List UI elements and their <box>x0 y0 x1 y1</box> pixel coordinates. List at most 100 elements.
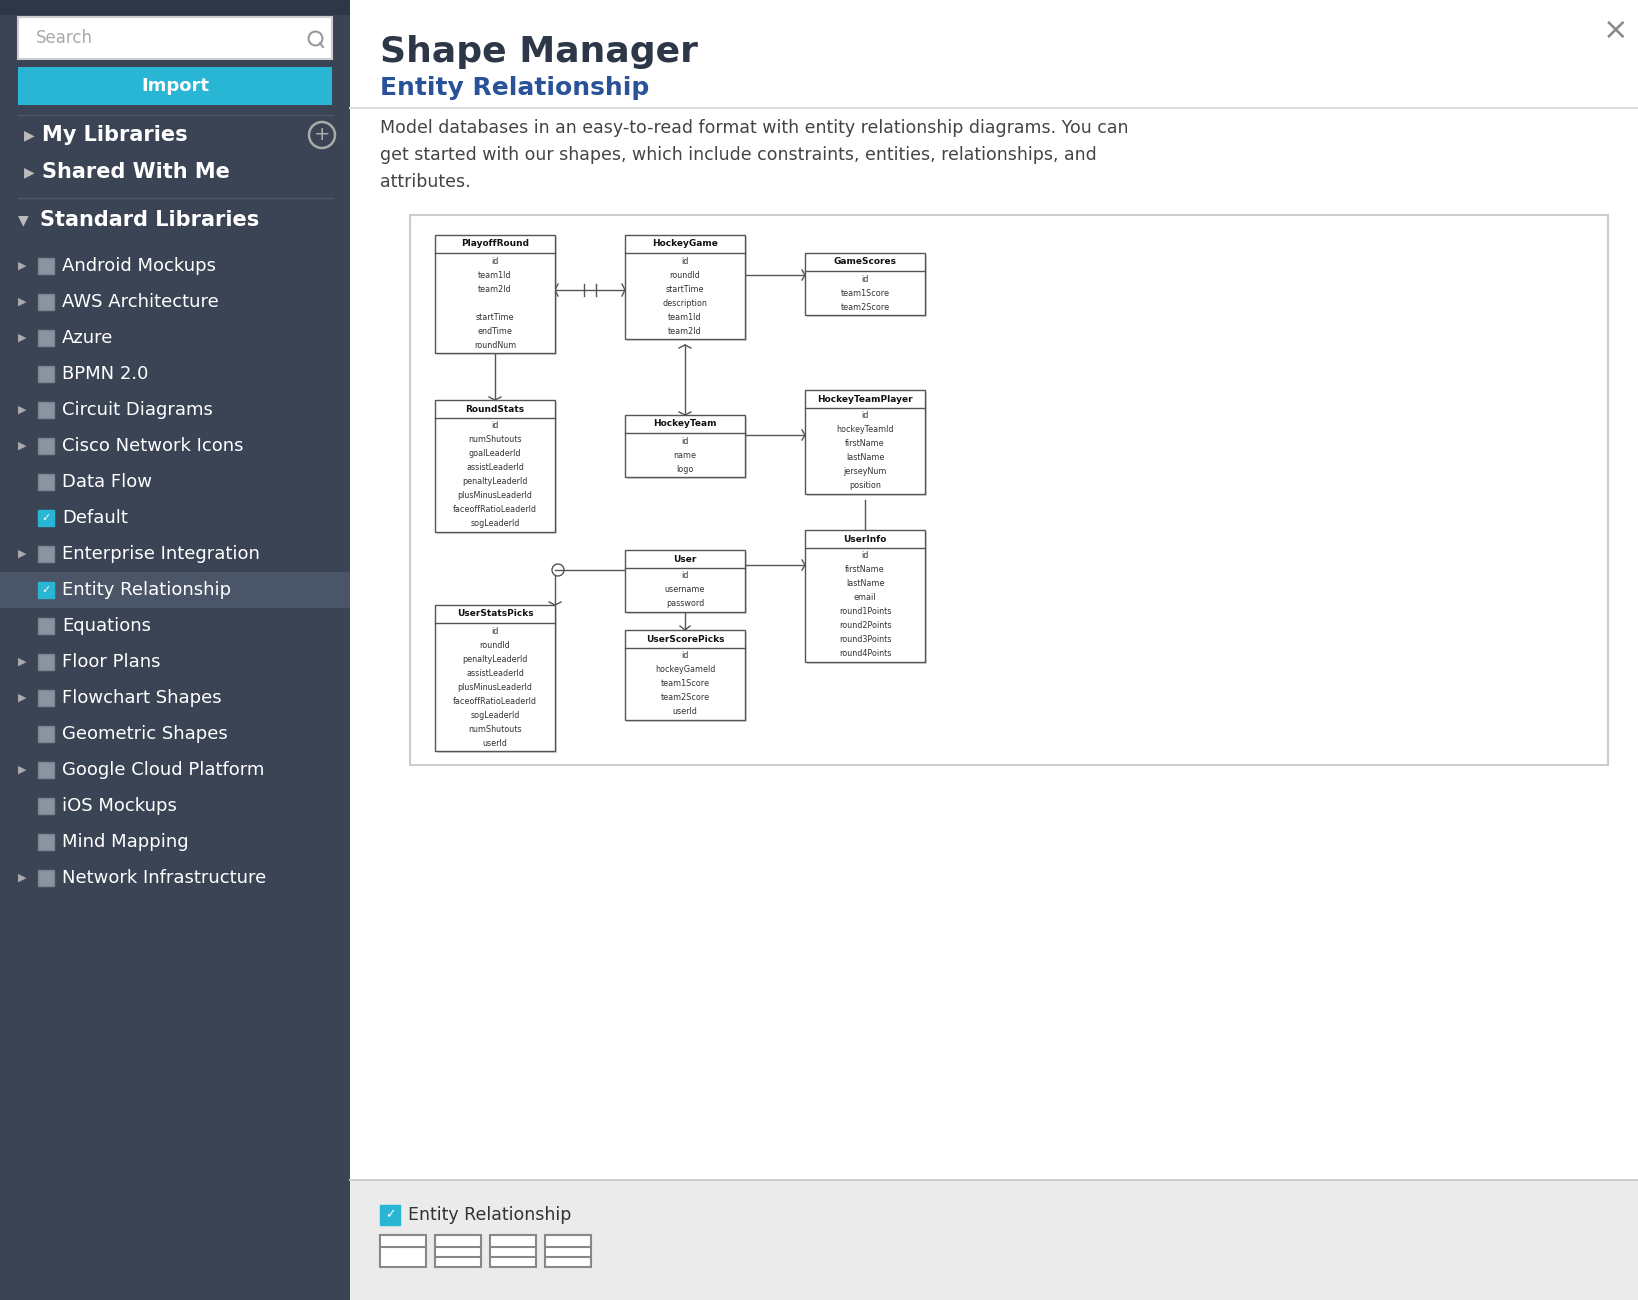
Bar <box>38 762 54 777</box>
Text: Shared With Me: Shared With Me <box>43 162 229 182</box>
Bar <box>627 632 747 722</box>
Text: ▶: ▶ <box>18 261 26 270</box>
Bar <box>437 237 557 355</box>
Bar <box>38 438 54 454</box>
Text: id: id <box>491 421 498 430</box>
Bar <box>38 294 54 309</box>
Bar <box>38 690 54 706</box>
Text: hockeyTeamId: hockeyTeamId <box>837 425 894 434</box>
Text: Equations: Equations <box>62 618 151 634</box>
Text: HockeyTeam: HockeyTeam <box>654 420 717 429</box>
Text: get started with our shapes, which include constraints, entities, relationships,: get started with our shapes, which inclu… <box>380 146 1097 164</box>
Text: ▶: ▶ <box>18 333 26 343</box>
Text: firstName: firstName <box>845 439 885 448</box>
Bar <box>38 798 54 814</box>
Text: ▼: ▼ <box>18 213 28 228</box>
Bar <box>38 870 54 887</box>
Text: jerseyNum: jerseyNum <box>844 468 886 477</box>
Text: roundId: roundId <box>480 641 511 650</box>
Text: password: password <box>667 599 704 608</box>
Text: lastName: lastName <box>845 454 885 463</box>
Text: id: id <box>862 412 868 420</box>
Text: Network Infrastructure: Network Infrastructure <box>62 868 267 887</box>
Text: lastName: lastName <box>845 580 885 589</box>
Bar <box>804 254 925 315</box>
Text: ▶: ▶ <box>25 127 34 142</box>
Text: round4Points: round4Points <box>839 650 891 659</box>
Text: position: position <box>848 481 881 490</box>
Bar <box>351 1180 1638 1300</box>
Bar <box>18 68 333 105</box>
Text: name: name <box>673 451 696 459</box>
Text: ▶: ▶ <box>18 296 26 307</box>
Text: User: User <box>673 555 696 563</box>
Text: penaltyLeaderId: penaltyLeaderId <box>462 654 527 663</box>
Text: startTime: startTime <box>665 285 704 294</box>
Text: team2Id: team2Id <box>478 285 511 294</box>
Text: id: id <box>681 256 688 265</box>
Text: endTime: endTime <box>478 326 513 335</box>
Text: id: id <box>491 256 498 265</box>
Bar <box>38 654 54 670</box>
Bar <box>626 415 745 477</box>
Text: description: description <box>662 299 708 308</box>
Text: +: + <box>314 126 331 144</box>
Bar <box>437 402 557 534</box>
Bar <box>38 582 54 598</box>
Bar <box>436 1235 482 1268</box>
Text: team2Score: team2Score <box>660 693 709 702</box>
Text: assistLeaderId: assistLeaderId <box>467 464 524 472</box>
Text: Entity Relationship: Entity Relationship <box>408 1206 572 1225</box>
Bar <box>38 835 54 850</box>
Text: ▶: ▶ <box>18 693 26 703</box>
Bar <box>38 257 54 274</box>
Bar <box>626 550 745 612</box>
Text: PlayoffRound: PlayoffRound <box>460 239 529 248</box>
Text: Azure: Azure <box>62 329 113 347</box>
Bar <box>437 607 557 753</box>
Text: id: id <box>681 651 688 660</box>
Text: Google Cloud Platform: Google Cloud Platform <box>62 760 264 779</box>
Text: My Libraries: My Libraries <box>43 125 188 146</box>
Text: ✓: ✓ <box>41 585 51 595</box>
Text: RoundStats: RoundStats <box>465 404 524 413</box>
Text: GameScores: GameScores <box>834 257 896 266</box>
Text: id: id <box>862 551 868 560</box>
Text: id: id <box>681 572 688 581</box>
Text: ✓: ✓ <box>385 1209 395 1222</box>
Bar <box>351 0 1638 1300</box>
Text: plusMinusLeaderId: plusMinusLeaderId <box>457 491 532 500</box>
Text: faceoffRatioLeaderId: faceoffRatioLeaderId <box>454 506 537 515</box>
Bar <box>18 17 333 58</box>
Text: round1Points: round1Points <box>839 607 891 616</box>
Bar <box>804 390 925 494</box>
Text: faceoffRatioLeaderId: faceoffRatioLeaderId <box>454 697 537 706</box>
Text: UserInfo: UserInfo <box>844 534 886 543</box>
Text: Model databases in an easy-to-read format with entity relationship diagrams. You: Model databases in an easy-to-read forma… <box>380 120 1129 136</box>
Text: sogLeaderId: sogLeaderId <box>470 520 519 529</box>
Text: id: id <box>681 437 688 446</box>
Text: round2Points: round2Points <box>839 621 891 630</box>
Text: ▶: ▶ <box>18 874 26 883</box>
Text: team2Score: team2Score <box>840 303 889 312</box>
Bar <box>38 402 54 419</box>
Bar <box>545 1235 591 1268</box>
Text: Circuit Diagrams: Circuit Diagrams <box>62 400 213 419</box>
Bar <box>38 546 54 562</box>
Text: Entity Relationship: Entity Relationship <box>62 581 231 599</box>
Text: Import: Import <box>141 77 210 95</box>
Text: numShutouts: numShutouts <box>468 724 523 733</box>
Text: Standard Libraries: Standard Libraries <box>39 211 259 230</box>
Text: attributes.: attributes. <box>380 173 470 191</box>
Text: Android Mockups: Android Mockups <box>62 257 216 276</box>
Text: Entity Relationship: Entity Relationship <box>380 75 649 100</box>
Bar <box>627 417 747 478</box>
Bar <box>490 1235 536 1268</box>
Text: ▶: ▶ <box>25 165 34 179</box>
Bar <box>380 1235 426 1268</box>
Text: ▶: ▶ <box>18 656 26 667</box>
Text: Cisco Network Icons: Cisco Network Icons <box>62 437 244 455</box>
Text: iOS Mockups: iOS Mockups <box>62 797 177 815</box>
Bar <box>0 572 351 608</box>
Text: hockeyGameId: hockeyGameId <box>655 666 716 675</box>
